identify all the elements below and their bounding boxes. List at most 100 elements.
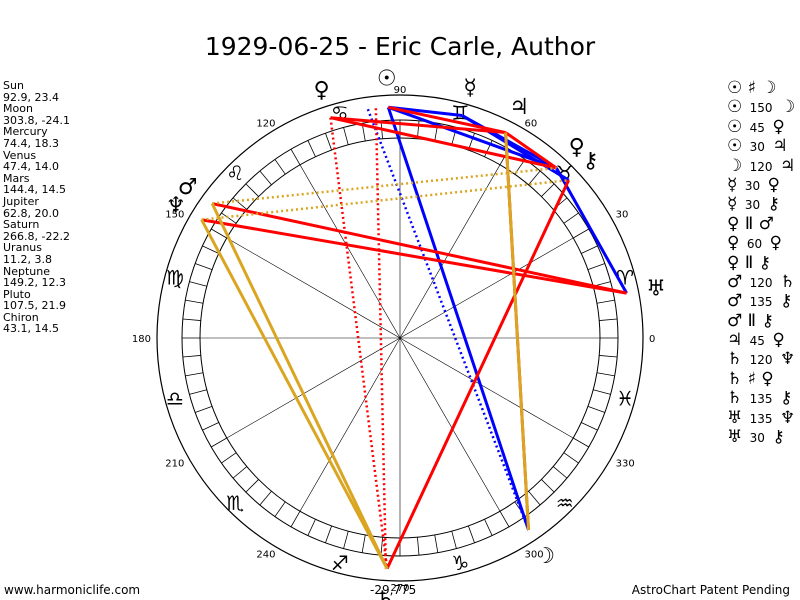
degree-tick <box>307 140 316 157</box>
zodiac-sign-glyph: ♉ <box>556 161 574 185</box>
degree-tick <box>221 212 237 224</box>
zodiac-sign-glyph: ♍ <box>166 266 184 290</box>
aspect-planet-1: ♄ <box>727 388 743 409</box>
planet-glyph: ⚷ <box>583 149 599 174</box>
aspect-line <box>330 116 557 170</box>
aspect-angle: 45 <box>749 334 765 349</box>
aspect-row: ♅ 30 ⚷ <box>727 427 795 448</box>
aspect-planet-2: ⚷ <box>772 427 785 448</box>
aspect-list: ☉ ♯ ☽ ☉ 150 ☽ ☉ 45 ♀ ☉ 30 ♃ ☽ 120 ♃ ☿ 30 ♀ ☿ 3… <box>727 78 796 448</box>
aspect-row: ☉ 45 ♀ <box>727 117 795 137</box>
wheel-spoke <box>299 164 401 339</box>
aspect-planet-2: ⚷ <box>758 252 772 273</box>
aspect-angle: 30 <box>744 178 761 193</box>
aspect-planet-2: ♃ <box>772 136 788 157</box>
aspect-line <box>329 117 389 569</box>
degree-tick <box>325 133 332 151</box>
planet-position: 266.8, -22.2 <box>3 229 70 243</box>
degree-tick <box>182 355 201 358</box>
degree-tick <box>189 389 207 395</box>
aspect-row: ☿ 30 ⚷ <box>727 195 795 214</box>
degree-label: 90 <box>394 85 407 96</box>
degree-tick <box>573 437 589 448</box>
degree-tick <box>581 245 598 254</box>
aspect-line <box>387 105 506 135</box>
planet-glyph: ☉ <box>377 66 397 91</box>
degree-tick <box>185 372 204 377</box>
degree-tick <box>563 452 579 464</box>
aspect-planet-2: ♂ <box>758 213 774 234</box>
planet-name: Neptune <box>3 264 51 278</box>
aspect-planet-2: ♆ <box>779 349 796 370</box>
aspect-planet-1: ☉ <box>727 97 743 118</box>
aspect-angle: 60 <box>746 237 763 252</box>
planet-glyph: ♆ <box>166 193 186 218</box>
aspect-row: ♅ 135 ♆ <box>727 408 795 428</box>
aspect-angle: 135 <box>749 295 773 310</box>
degree-tick <box>499 511 510 527</box>
aspect-symbol: Ⅱ <box>747 310 757 331</box>
aspect-line <box>555 167 628 294</box>
aspect-row: ♄ 135 ⚷ <box>727 389 795 408</box>
aspect-planet-2: ⚷ <box>761 310 774 331</box>
aspect-planet-1: ☉ <box>727 78 743 98</box>
aspect-angle: 30 <box>749 431 765 446</box>
degree-tick <box>232 197 248 210</box>
planet-position: 92.9, 23.4 <box>3 90 59 104</box>
aspect-planet-2: ♄ <box>779 271 796 292</box>
degree-tick <box>259 170 272 186</box>
aspect-angle: 135 <box>749 392 773 407</box>
degree-label: 300 <box>525 550 544 561</box>
aspect-line <box>374 108 388 569</box>
wheel-spoke <box>299 337 401 512</box>
degree-tick <box>211 437 227 448</box>
aspect-line <box>200 219 389 570</box>
wheel-spokes <box>200 138 600 538</box>
degree-label: 60 <box>525 118 538 129</box>
degree-label: 330 <box>616 459 635 470</box>
aspect-row: ♄ 120 ♆ <box>727 350 795 369</box>
aspect-line <box>366 108 530 531</box>
aspect-row: ♄ ♯ ♀ <box>727 368 795 389</box>
aspect-planet-2: ☽ <box>761 78 777 98</box>
planet-name: Pluto <box>3 287 31 301</box>
chart-title: 1929-06-25 - Eric Carle, Author <box>204 32 596 61</box>
degree-tick <box>232 466 248 479</box>
aspect-planet-1: ☿ <box>727 194 738 215</box>
aspect-angle: 45 <box>749 120 765 135</box>
aspect-planet-1: ♂ <box>727 291 743 312</box>
degree-label: 120 <box>256 118 275 129</box>
degree-tick <box>587 263 605 270</box>
degree-tick <box>221 452 237 464</box>
aspect-line <box>201 218 627 295</box>
degree-tick <box>587 406 605 413</box>
aspect-line <box>201 178 569 221</box>
zodiac-sign-glyph: ♑ <box>451 551 469 575</box>
wheel-spoke <box>226 337 401 439</box>
planet-glyph: ♅ <box>646 276 666 301</box>
planet-glyph: ♀ <box>569 135 585 160</box>
degree-tick <box>361 534 366 553</box>
degree-tick <box>211 228 227 239</box>
wheel-spoke <box>399 337 501 512</box>
center-number: -29,775 <box>370 583 417 597</box>
aspect-planet-2: ☽ <box>779 97 796 118</box>
degree-tick <box>599 355 618 358</box>
aspect-line <box>212 166 557 205</box>
degree-tick <box>290 511 301 527</box>
degree-tick <box>563 212 579 224</box>
degree-tick <box>434 534 439 553</box>
aspect-planet-1: ♂ <box>727 271 743 292</box>
degree-label: 150 <box>165 210 184 221</box>
degree-tick <box>182 318 201 321</box>
aspect-planet-2: ⚷ <box>779 291 793 312</box>
degree-tick <box>552 466 568 479</box>
aspect-planet-1: ♅ <box>727 427 743 448</box>
degree-tick <box>596 299 615 304</box>
degree-tick <box>541 479 555 493</box>
aspect-planet-2: ♀ <box>761 368 774 389</box>
degree-tick <box>593 389 611 395</box>
aspect-line <box>385 179 571 570</box>
degree-tick <box>599 318 618 321</box>
